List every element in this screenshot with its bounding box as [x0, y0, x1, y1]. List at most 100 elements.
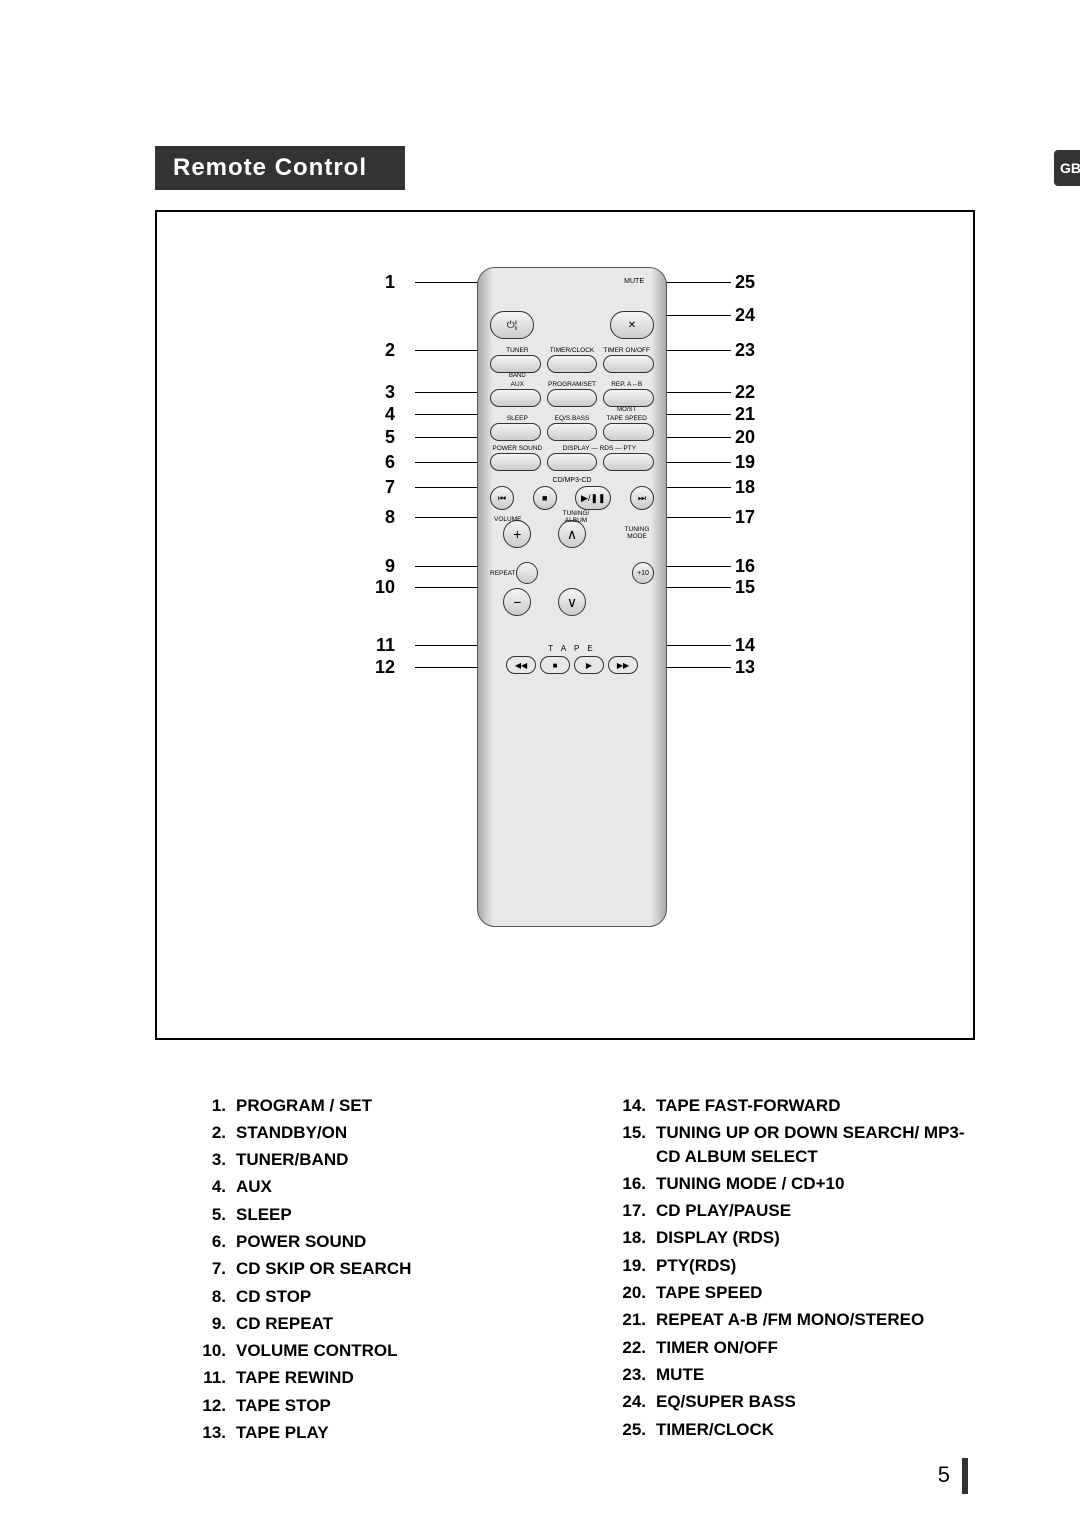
legend-text: CD REPEAT [236, 1312, 333, 1336]
label-timerclock: TIMER/CLOCK [545, 347, 600, 354]
language-badge: GB [1054, 150, 1080, 186]
page-number-bar [962, 1458, 968, 1494]
legend-number: 4. [200, 1175, 236, 1199]
callout-number-1: 1 [385, 272, 395, 293]
legend-text: TUNING UP OR DOWN SEARCH/ MP3-CD ALBUM S… [656, 1121, 980, 1169]
legend-item: 18.DISPLAY (RDS) [620, 1226, 980, 1250]
page-number: 5 [938, 1462, 950, 1488]
legend-number: 23. [620, 1363, 656, 1387]
legend-number: 8. [200, 1285, 236, 1309]
legend-text: TUNER/BAND [236, 1148, 348, 1172]
tape-ff-button: ▶▶ [608, 656, 638, 674]
legend-text: MUTE [656, 1363, 704, 1387]
callout-number-9: 9 [385, 556, 395, 577]
callout-number-23: 23 [735, 340, 755, 361]
legend-number: 12. [200, 1394, 236, 1418]
legend-number: 10. [200, 1339, 236, 1363]
callout-number-6: 6 [385, 452, 395, 473]
callout-number-20: 20 [735, 427, 755, 448]
legend-item: 22.TIMER ON/OFF [620, 1336, 980, 1360]
legend-number: 15. [620, 1121, 656, 1169]
callout-number-19: 19 [735, 452, 755, 473]
legend-item: 2.STANDBY/ON [200, 1121, 560, 1145]
label-tapespeed: TAPE SPEED [599, 415, 654, 422]
callout-number-10: 10 [375, 577, 395, 598]
sleep-button [490, 423, 541, 441]
label-powersound: POWER SOUND [490, 445, 545, 452]
legend-item: 20.TAPE SPEED [620, 1281, 980, 1305]
legend-number: 19. [620, 1254, 656, 1278]
repeat-button [516, 562, 538, 584]
diagram-frame: 123456789101112 252423222120191817161514… [155, 210, 975, 1040]
legend-number: 1. [200, 1094, 236, 1118]
pty-button [603, 453, 654, 471]
legend-text: TAPE FAST-FORWARD [656, 1094, 841, 1118]
tape-stop-button: ■ [540, 656, 570, 674]
timer-onoff-button [603, 355, 654, 373]
remote-illustration: MUTE ⏻¦ ✕ TUNER TIMER/CLOCK TIMER ON/OFF… [477, 267, 667, 927]
legend-text: CD SKIP OR SEARCH [236, 1257, 411, 1281]
legend-text: TAPE STOP [236, 1394, 331, 1418]
legend-number: 7. [200, 1257, 236, 1281]
callout-number-24: 24 [735, 305, 755, 326]
volume-up-button: + [503, 520, 531, 548]
legend-text: TUNING MODE / CD+10 [656, 1172, 844, 1196]
legend-number: 20. [620, 1281, 656, 1305]
legend-item: 7.CD SKIP OR SEARCH [200, 1257, 560, 1281]
repeat-ab-button [603, 389, 654, 407]
legend-item: 12.TAPE STOP [200, 1394, 560, 1418]
tuning-mode-label: TUNING MODE [620, 526, 654, 540]
legend-number: 21. [620, 1308, 656, 1332]
callout-number-18: 18 [735, 477, 755, 498]
legend-text: STANDBY/ON [236, 1121, 347, 1145]
legend-item: 15.TUNING UP OR DOWN SEARCH/ MP3-CD ALBU… [620, 1121, 980, 1169]
label-programset: PROGRAM/SET [545, 381, 600, 388]
legend-item: 24.EQ/SUPER BASS [620, 1390, 980, 1414]
page-title: Remote Control [173, 154, 367, 182]
legend-number: 5. [200, 1203, 236, 1227]
legend-item: 16.TUNING MODE / CD+10 [620, 1172, 980, 1196]
legend-item: 3.TUNER/BAND [200, 1148, 560, 1172]
tape-play-button: ▶ [574, 656, 604, 674]
legend-text: CD PLAY/PAUSE [656, 1199, 791, 1223]
callout-number-8: 8 [385, 507, 395, 528]
legend-number: 13. [200, 1421, 236, 1445]
program-set-button [547, 389, 598, 407]
legend-text: TIMER/CLOCK [656, 1418, 774, 1442]
eq-sbass-button [547, 423, 598, 441]
callout-number-22: 22 [735, 382, 755, 403]
legend-number: 11. [200, 1366, 236, 1390]
legend-item: 13.TAPE PLAY [200, 1421, 560, 1445]
tape-label: T A P E [490, 644, 654, 653]
callout-number-21: 21 [735, 404, 755, 425]
label-repab: REP. A↔B [599, 381, 654, 388]
legend-text: CD STOP [236, 1285, 311, 1309]
legend-item: 8.CD STOP [200, 1285, 560, 1309]
legend-number: 3. [200, 1148, 236, 1172]
legend: 1.PROGRAM / SET2.STANDBY/ON3.TUNER/BAND4… [200, 1090, 980, 1448]
label-timeronoff: TIMER ON/OFF [599, 347, 654, 354]
callout-number-5: 5 [385, 427, 395, 448]
legend-number: 9. [200, 1312, 236, 1336]
legend-item: 23.MUTE [620, 1363, 980, 1387]
legend-number: 2. [200, 1121, 236, 1145]
legend-number: 18. [620, 1226, 656, 1250]
mute-button: ✕ [610, 311, 654, 339]
callout-number-7: 7 [385, 477, 395, 498]
legend-text: AUX [236, 1175, 272, 1199]
legend-item: 14.TAPE FAST-FORWARD [620, 1094, 980, 1118]
cd-next-button: ⏭ [630, 486, 654, 510]
legend-text: TAPE PLAY [236, 1421, 329, 1445]
tuning-album-label: TUNING/ ALBUM [556, 510, 596, 524]
repeat-label: REPEAT [490, 570, 516, 577]
callout-number-4: 4 [385, 404, 395, 425]
callout-number-3: 3 [385, 382, 395, 403]
legend-item: 5.SLEEP [200, 1203, 560, 1227]
volume-label: VOLUME [494, 516, 521, 523]
label-sleep: SLEEP [490, 415, 545, 422]
callout-number-15: 15 [735, 577, 755, 598]
title-bar: Remote Control [155, 146, 405, 190]
tuning-down-button: ∨ [558, 588, 586, 616]
legend-number: 17. [620, 1199, 656, 1223]
legend-text: TIMER ON/OFF [656, 1336, 778, 1360]
